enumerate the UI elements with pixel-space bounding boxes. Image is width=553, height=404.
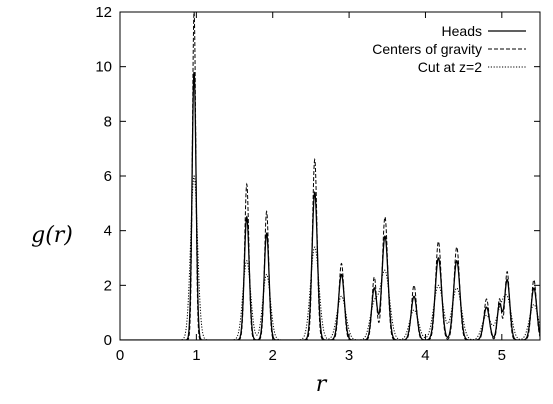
y-tick-label: 4 <box>104 223 112 240</box>
y-tick-label: 0 <box>104 332 112 349</box>
y-tick-label: 8 <box>104 113 112 130</box>
y-tick-label: 6 <box>104 168 112 185</box>
series-line-0 <box>120 72 540 340</box>
x-tick-label: 3 <box>345 347 353 364</box>
x-tick-label: 0 <box>116 347 124 364</box>
y-tick-label: 10 <box>95 59 112 76</box>
y-tick-label: 2 <box>104 277 112 294</box>
legend-label: Centers of gravity <box>372 41 482 57</box>
x-tick-label: 4 <box>421 347 429 364</box>
y-axis-title: g(r) <box>31 223 73 248</box>
legend-label: Cut at z=2 <box>418 59 482 75</box>
x-tick-label: 5 <box>498 347 506 364</box>
legend-label: Heads <box>442 23 482 39</box>
x-tick-label: 1 <box>192 347 200 364</box>
series-line-2 <box>120 175 540 340</box>
legend: Heads Centers of gravity Cut at z=2 <box>372 23 526 75</box>
y-tick-label: 12 <box>95 4 112 21</box>
x-axis-title: r <box>316 372 328 397</box>
series-group <box>120 11 540 340</box>
series-line-1 <box>120 11 540 340</box>
x-tick-label: 2 <box>269 347 277 364</box>
